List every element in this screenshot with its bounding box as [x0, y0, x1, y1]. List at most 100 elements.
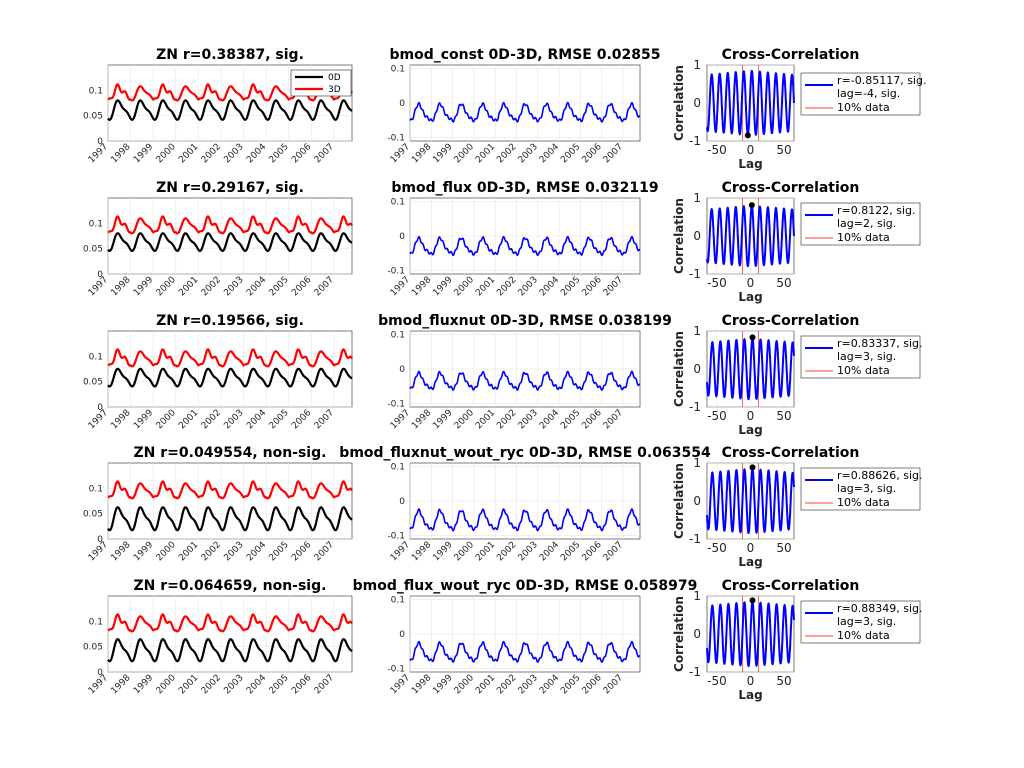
- x-tick-label: 2000: [155, 540, 178, 563]
- legend-label-3d: 3D: [328, 85, 341, 95]
- y-tick-label: 0.1: [391, 330, 405, 340]
- crosscorr-legend: r=0.83337, sig.lag=3, sig.10% data: [800, 335, 923, 379]
- x-tick-label: 2005: [268, 673, 291, 696]
- x-tick-label: 1998: [109, 408, 132, 431]
- series-difference: [409, 640, 641, 663]
- x-tick-label: 2002: [495, 540, 518, 563]
- x-tick-label: 2004: [245, 540, 268, 563]
- timeseries-title: ZN r=0.38387, sig.: [156, 47, 304, 63]
- x-tick-label: 2006: [581, 275, 604, 298]
- peak-marker: [744, 132, 751, 139]
- y-tick-label: 0.05: [83, 112, 103, 122]
- x-tick-label: 1997: [389, 673, 412, 696]
- x-tick-label: 50: [776, 541, 791, 555]
- series-3d: [107, 480, 353, 500]
- x-tick-label: 2001: [177, 408, 200, 431]
- x-tick-label: 2001: [177, 142, 200, 165]
- y-tick-label: -0.1: [387, 665, 405, 675]
- x-tick-label: 2002: [200, 142, 223, 165]
- legend-label-r: r=-0.85117, sig.: [837, 74, 926, 87]
- x-tick-label: 2003: [517, 275, 540, 298]
- crosscorr-panel: -1 0 1 -50 0 50 Cross-Correlation Lag Correlatio…: [672, 180, 921, 304]
- x-tick-label: 2005: [559, 673, 582, 696]
- y-tick-label: 0.1: [89, 484, 103, 494]
- x-tick-label: 2000: [453, 673, 476, 696]
- x-tick-label: 1997: [389, 540, 412, 563]
- y-tick-label: 0: [399, 365, 405, 375]
- y-tick-label: 1: [693, 589, 701, 603]
- x-tick-label: 2001: [177, 275, 200, 298]
- x-tick-label: 2006: [581, 673, 604, 696]
- timeseries-title: ZN r=0.29167, sig.: [156, 180, 304, 196]
- x-tick-label: 2001: [474, 142, 497, 165]
- x-tick-label: 1998: [410, 540, 433, 563]
- y-tick-label: -1: [689, 134, 701, 148]
- series-difference: [409, 235, 641, 257]
- x-tick-label: 2007: [602, 142, 625, 165]
- crosscorr-panel: -1 0 1 -50 0 50 Cross-Correlation Lag Correlatio…: [672, 578, 923, 702]
- crosscorr-legend: r=-0.85117, sig.lag=-4, sig.10% data: [800, 72, 926, 116]
- y-tick-label: 0.05: [83, 378, 103, 388]
- x-tick-label: 2004: [538, 408, 561, 431]
- series-crosscorr: [706, 337, 795, 401]
- legend-label-r: r=0.88349, sig.: [837, 602, 923, 615]
- x-tick-label: 2005: [559, 540, 582, 563]
- x-tick-label: -50: [707, 143, 727, 157]
- difference-title: bmod_flux 0D-3D, RMSE 0.032119: [391, 180, 658, 196]
- x-tick-label: 2004: [245, 673, 268, 696]
- x-tick-label: 2006: [290, 408, 313, 431]
- x-tick-label: 2004: [538, 275, 561, 298]
- y-axis-label: Correlation: [672, 331, 686, 407]
- x-tick-label: 2002: [200, 408, 223, 431]
- crosscorr-title: Cross-Correlation: [722, 180, 860, 196]
- y-tick-label: -1: [689, 267, 701, 281]
- y-tick-label: 1: [693, 456, 701, 470]
- y-tick-label: 0: [97, 270, 103, 280]
- x-tick-label: 2003: [222, 673, 245, 696]
- series-crosscorr: [706, 69, 795, 136]
- x-tick-label: 50: [776, 409, 791, 423]
- y-tick-label: 0: [693, 494, 701, 508]
- timeseries-panel: 0 0.05 0.1 1997 1998 1999 2000 2001 2002 2003 2004…: [83, 445, 353, 563]
- x-tick-label: 2004: [245, 275, 268, 298]
- x-tick-label: 1997: [389, 142, 412, 165]
- y-tick-label: -0.1: [387, 267, 405, 277]
- y-axis-label: Correlation: [672, 65, 686, 141]
- timeseries-panel: 0 0.05 0.1 1997 1998 1999 2000 2001 2002 2003 2004…: [83, 47, 353, 165]
- legend-label-lag: lag=2, sig.: [837, 217, 896, 230]
- x-tick-label: 2003: [517, 540, 540, 563]
- x-tick-label: 2004: [538, 673, 561, 696]
- legend-label-r: r=0.88626, sig.: [837, 469, 923, 482]
- y-tick-label: 0: [693, 229, 701, 243]
- x-tick-label: -50: [707, 674, 727, 688]
- difference-title: bmod_fluxnut_wout_ryc 0D-3D, RMSE 0.0635…: [339, 445, 711, 461]
- x-tick-label: -50: [707, 409, 727, 423]
- x-tick-label: 2000: [155, 408, 178, 431]
- difference-panel: -0.1 0 0.1 19971998199920002001200220032004…: [387, 47, 660, 165]
- y-axis-label: Correlation: [672, 596, 686, 672]
- peak-marker: [749, 597, 756, 604]
- series-0d: [107, 99, 353, 121]
- x-tick-label: 2005: [559, 275, 582, 298]
- x-tick-label: 2000: [453, 540, 476, 563]
- x-tick-label: 1997: [389, 275, 412, 298]
- x-tick-label: 2001: [474, 540, 497, 563]
- x-tick-label: 2005: [559, 408, 582, 431]
- legend-label-band: 10% data: [837, 629, 890, 642]
- series-3d: [107, 215, 353, 235]
- series-difference: [409, 370, 641, 391]
- y-tick-label: 0.1: [89, 352, 103, 362]
- x-tick-label: 2004: [245, 408, 268, 431]
- x-tick-label: 2001: [177, 673, 200, 696]
- x-tick-label: 1998: [410, 673, 433, 696]
- x-tick-label: 2001: [177, 540, 200, 563]
- crosscorr-panel: -1 0 1 -50 0 50 Cross-Correlation Lag Correlatio…: [672, 445, 923, 569]
- x-tick-label: 1998: [109, 142, 132, 165]
- legend-box: [290, 69, 352, 97]
- y-tick-label: 0.1: [391, 64, 405, 74]
- axes-box: [107, 197, 353, 275]
- x-tick-label: 2007: [602, 275, 625, 298]
- legend-label-lag: lag=-4, sig.: [837, 87, 900, 100]
- x-tick-label: 2004: [538, 142, 561, 165]
